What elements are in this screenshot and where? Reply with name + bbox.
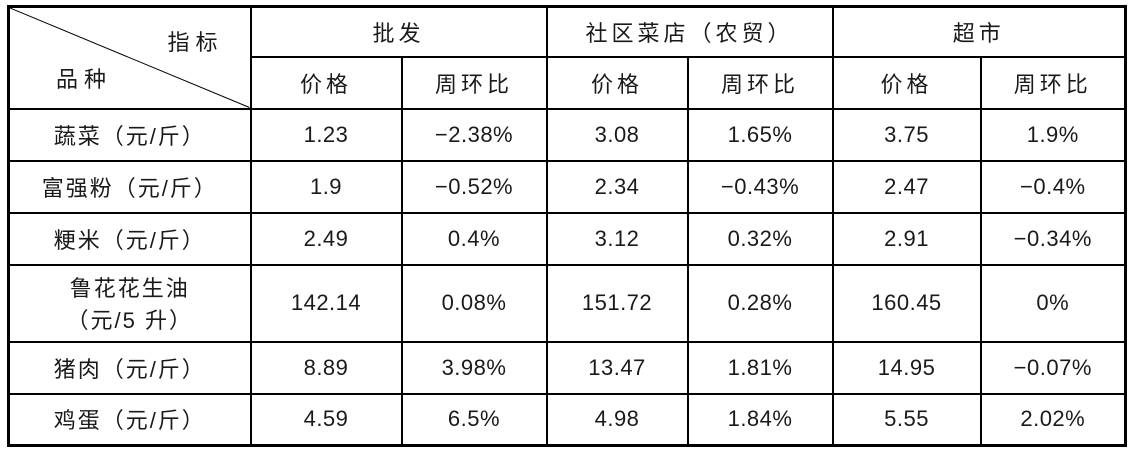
cell-supermarket-price: 2.47 <box>831 159 982 214</box>
cell-community-wow: 0.28% <box>686 263 834 343</box>
group-header-community-store: 社区菜店（农贸） <box>545 5 834 58</box>
cell-community-price: 2.34 <box>545 159 689 214</box>
subheader-price-supermarket: 价格 <box>831 55 982 110</box>
subheader-wow-wholesale: 周环比 <box>400 55 548 110</box>
subheader-price-community: 价格 <box>545 55 689 110</box>
row-label-line1: 鸡蛋（元/斤） <box>53 408 206 434</box>
diagonal-divider-line <box>10 8 250 108</box>
corner-label-variety: 品种 <box>56 67 113 92</box>
price-comparison-table: 指标 品种 批发 社区菜店（农贸） 超市 价格 周环比 价格 周环比 价格 周环… <box>7 5 1128 447</box>
row-label: 鸡蛋（元/斤） <box>7 392 252 447</box>
cell-supermarket-price: 160.45 <box>831 263 982 343</box>
cell-community-wow: 1.81% <box>686 340 834 395</box>
corner-label-indicator: 指标 <box>167 30 224 55</box>
cell-supermarket-price: 14.95 <box>831 340 982 395</box>
row-label: 粳米（元/斤） <box>7 211 252 266</box>
cell-wholesale-wow: −2.38% <box>400 107 548 162</box>
row-label-line1: 粳米（元/斤） <box>53 227 206 253</box>
table-row-vegetables: 蔬菜（元/斤） 1.23 −2.38% 3.08 1.65% 3.75 1.9% <box>7 107 1127 162</box>
subheader-wow-supermarket: 周环比 <box>979 55 1127 110</box>
cell-wholesale-price: 1.9 <box>249 159 403 214</box>
row-label: 猪肉（元/斤） <box>7 340 252 395</box>
table-row-eggs: 鸡蛋（元/斤） 4.59 6.5% 4.98 1.84% 5.55 2.02% <box>7 392 1127 447</box>
row-label-line1: 富强粉（元/斤） <box>41 175 218 201</box>
cell-wholesale-wow: 0.08% <box>400 263 548 343</box>
cell-community-wow: 1.84% <box>686 392 834 447</box>
subheader-wow-community: 周环比 <box>686 55 834 110</box>
table-row-rice: 粳米（元/斤） 2.49 0.4% 3.12 0.32% 2.91 −0.34% <box>7 211 1127 266</box>
cell-supermarket-wow: −0.07% <box>979 340 1127 395</box>
cell-supermarket-price: 3.75 <box>831 107 982 162</box>
cell-supermarket-price: 5.55 <box>831 392 982 447</box>
cell-wholesale-wow: 6.5% <box>400 392 548 447</box>
cell-community-price: 4.98 <box>545 392 689 447</box>
cell-supermarket-wow: 0% <box>979 263 1127 343</box>
group-header-wholesale: 批发 <box>249 5 548 58</box>
cell-community-price: 13.47 <box>545 340 689 395</box>
cell-supermarket-price: 2.91 <box>831 211 982 266</box>
row-label: 富强粉（元/斤） <box>7 159 252 214</box>
cell-community-wow: −0.43% <box>686 159 834 214</box>
cell-community-price: 3.12 <box>545 211 689 266</box>
row-label-line1: 鲁花花生油 <box>69 276 190 301</box>
cell-wholesale-price: 1.23 <box>249 107 403 162</box>
cell-community-price: 151.72 <box>545 263 689 343</box>
table-row-pork: 猪肉（元/斤） 8.89 3.98% 13.47 1.81% 14.95 −0.… <box>7 340 1127 395</box>
cell-wholesale-wow: −0.52% <box>400 159 548 214</box>
subheader-price-wholesale: 价格 <box>249 55 403 110</box>
cell-wholesale-price: 4.59 <box>249 392 403 447</box>
cell-supermarket-wow: 2.02% <box>979 392 1127 447</box>
cell-wholesale-price: 8.89 <box>249 340 403 395</box>
cell-supermarket-wow: 1.9% <box>979 107 1127 162</box>
cell-community-wow: 0.32% <box>686 211 834 266</box>
cell-community-wow: 1.65% <box>686 107 834 162</box>
row-label-line1: 猪肉（元/斤） <box>53 356 206 382</box>
row-label: 鲁花花生油 （元/5 升） <box>7 263 252 343</box>
table-row-peanut-oil: 鲁花花生油 （元/5 升） 142.14 0.08% 151.72 0.28% … <box>7 263 1127 343</box>
row-label-line1: 蔬菜（元/斤） <box>53 123 206 149</box>
cell-wholesale-wow: 0.4% <box>400 211 548 266</box>
table-row-flour: 富强粉（元/斤） 1.9 −0.52% 2.34 −0.43% 2.47 −0.… <box>7 159 1127 214</box>
group-header-supermarket: 超市 <box>831 5 1127 58</box>
header-group-row: 指标 品种 批发 社区菜店（农贸） 超市 <box>7 5 1127 110</box>
cell-wholesale-price: 2.49 <box>249 211 403 266</box>
cell-community-price: 3.08 <box>545 107 689 162</box>
corner-header-cell: 指标 品种 <box>7 5 252 110</box>
cell-supermarket-wow: −0.34% <box>979 211 1127 266</box>
row-label: 蔬菜（元/斤） <box>7 107 252 162</box>
cell-wholesale-wow: 3.98% <box>400 340 548 395</box>
row-label-line2: （元/5 升） <box>66 308 193 333</box>
cell-supermarket-wow: −0.4% <box>979 159 1127 214</box>
header-sub-row: 价格 周环比 价格 周环比 价格 周环比 <box>9 55 1127 110</box>
cell-wholesale-price: 142.14 <box>249 263 403 343</box>
